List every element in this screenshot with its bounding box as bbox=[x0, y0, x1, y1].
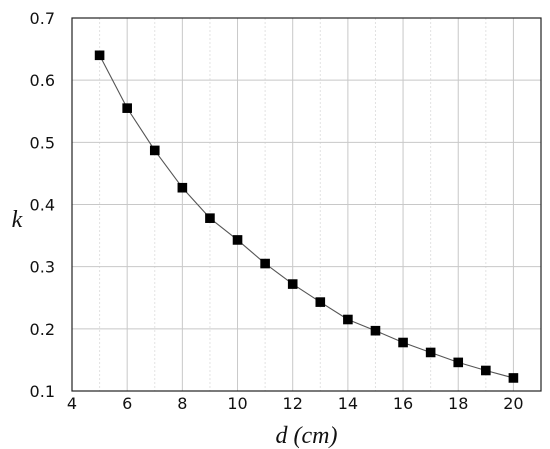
axes bbox=[71, 17, 542, 392]
data-point-marker bbox=[453, 357, 464, 368]
y-tick-label: 0.5 bbox=[30, 133, 55, 152]
series-layer bbox=[94, 50, 519, 383]
data-point-marker bbox=[343, 314, 353, 325]
y-tick-label: 0.2 bbox=[30, 320, 55, 339]
data-point-marker bbox=[370, 325, 381, 336]
plot-frame bbox=[71, 17, 542, 392]
x-tick-label: 20 bbox=[503, 394, 523, 413]
labels: 4 6 8 10 12 14 16 18 20 0.1 0.2 0.3 0.4 0.5 0.6 0.7 d (c… bbox=[12, 9, 524, 449]
data-point-marker bbox=[315, 297, 326, 307]
x-tick-label: 14 bbox=[338, 394, 358, 413]
data-point-marker bbox=[122, 103, 132, 113]
x-tick-label: 10 bbox=[227, 394, 247, 413]
data-point-marker bbox=[205, 213, 215, 223]
x-axis-label: d (cm) bbox=[276, 423, 338, 449]
data-point-marker bbox=[398, 337, 408, 348]
data-point-marker bbox=[287, 279, 298, 289]
grid bbox=[71, 17, 542, 392]
data-point-marker bbox=[508, 373, 519, 383]
x-tick-label: 6 bbox=[122, 394, 132, 413]
x-tick-label: 16 bbox=[393, 394, 413, 413]
y-axis-label: k bbox=[12, 207, 23, 233]
data-point-marker bbox=[94, 50, 105, 61]
data-point-marker bbox=[260, 258, 270, 269]
data-point-marker bbox=[149, 145, 160, 156]
data-point-marker bbox=[177, 182, 188, 193]
x-tick-label: 12 bbox=[283, 394, 303, 413]
x-tick-label: 18 bbox=[448, 394, 468, 413]
y-tick-label: 0.1 bbox=[30, 382, 55, 401]
data-point-marker bbox=[481, 365, 491, 376]
x-tick-label: 8 bbox=[177, 394, 187, 413]
data-point-marker bbox=[425, 347, 436, 358]
y-tick-label: 0.3 bbox=[30, 258, 55, 277]
y-tick-label: 0.7 bbox=[30, 9, 55, 28]
y-tick-label: 0.4 bbox=[30, 196, 55, 215]
data-point-marker bbox=[232, 235, 243, 245]
x-tick-label: 4 bbox=[67, 394, 77, 413]
y-tick-label: 0.6 bbox=[30, 71, 55, 90]
series-line bbox=[99, 55, 514, 379]
